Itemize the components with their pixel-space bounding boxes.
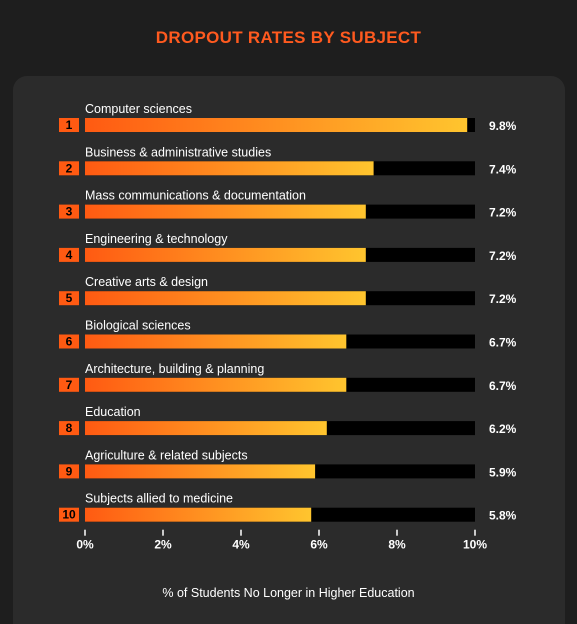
tick-label: 4% xyxy=(232,538,250,552)
rank-number: 8 xyxy=(66,421,73,435)
category-label: Architecture, building & planning xyxy=(85,362,264,376)
rank-number: 6 xyxy=(66,335,73,349)
bar xyxy=(85,507,312,522)
category-label: Education xyxy=(85,405,141,419)
x-axis-label: % of Students No Longer in Higher Educat… xyxy=(162,586,415,600)
rank-badge xyxy=(59,377,79,392)
chart-title: DROPOUT RATES BY SUBJECT xyxy=(155,28,422,47)
tick-label: 6% xyxy=(310,538,328,552)
tick-label: 8% xyxy=(388,538,406,552)
value-label: 5.8% xyxy=(489,509,517,523)
rank-badge xyxy=(59,161,79,176)
rank-badge xyxy=(59,421,79,436)
value-label: 6.2% xyxy=(489,422,517,436)
tick-label: 10% xyxy=(463,538,487,552)
bar xyxy=(85,161,374,176)
value-label: 9.8% xyxy=(489,119,517,133)
rank-badge xyxy=(59,204,79,219)
rank-number: 5 xyxy=(66,291,73,305)
rank-badge xyxy=(59,291,79,306)
category-label: Creative arts & design xyxy=(85,275,208,289)
rank-badge xyxy=(59,247,79,262)
category-label: Subjects allied to medicine xyxy=(85,492,233,506)
rank-badge xyxy=(59,118,79,132)
rank-number: 9 xyxy=(66,464,73,478)
value-label: 7.2% xyxy=(489,292,517,306)
tick-label: 0% xyxy=(76,538,94,552)
bar xyxy=(85,464,316,479)
category-label: Agriculture & related subjects xyxy=(85,448,248,462)
bar xyxy=(85,291,366,306)
value-label: 7.2% xyxy=(489,249,517,263)
value-label: 7.2% xyxy=(489,206,517,220)
category-label: Mass communications & documentation xyxy=(85,189,306,203)
rank-badge xyxy=(59,334,79,349)
category-label: Engineering & technology xyxy=(85,232,228,246)
bar xyxy=(85,421,327,436)
value-label: 7.4% xyxy=(489,162,517,176)
rank-number: 1 xyxy=(66,118,73,132)
category-label: Computer sciences xyxy=(85,102,192,116)
tick-label: 2% xyxy=(154,538,172,552)
value-label: 5.9% xyxy=(489,465,517,479)
category-label: Business & administrative studies xyxy=(85,145,271,159)
rank-number: 10 xyxy=(62,508,76,522)
rank-number: 4 xyxy=(66,248,73,262)
rank-badge xyxy=(59,464,79,479)
rank-number: 7 xyxy=(66,378,73,392)
value-label: 6.7% xyxy=(489,336,517,350)
bar xyxy=(85,247,366,262)
bar xyxy=(85,204,366,219)
bar xyxy=(85,118,468,132)
rank-number: 2 xyxy=(66,161,73,175)
category-label: Biological sciences xyxy=(85,319,191,333)
bar xyxy=(85,377,347,392)
value-label: 6.7% xyxy=(489,379,517,393)
bar xyxy=(85,334,347,349)
rank-number: 3 xyxy=(66,205,73,219)
rank-badge xyxy=(59,507,79,522)
